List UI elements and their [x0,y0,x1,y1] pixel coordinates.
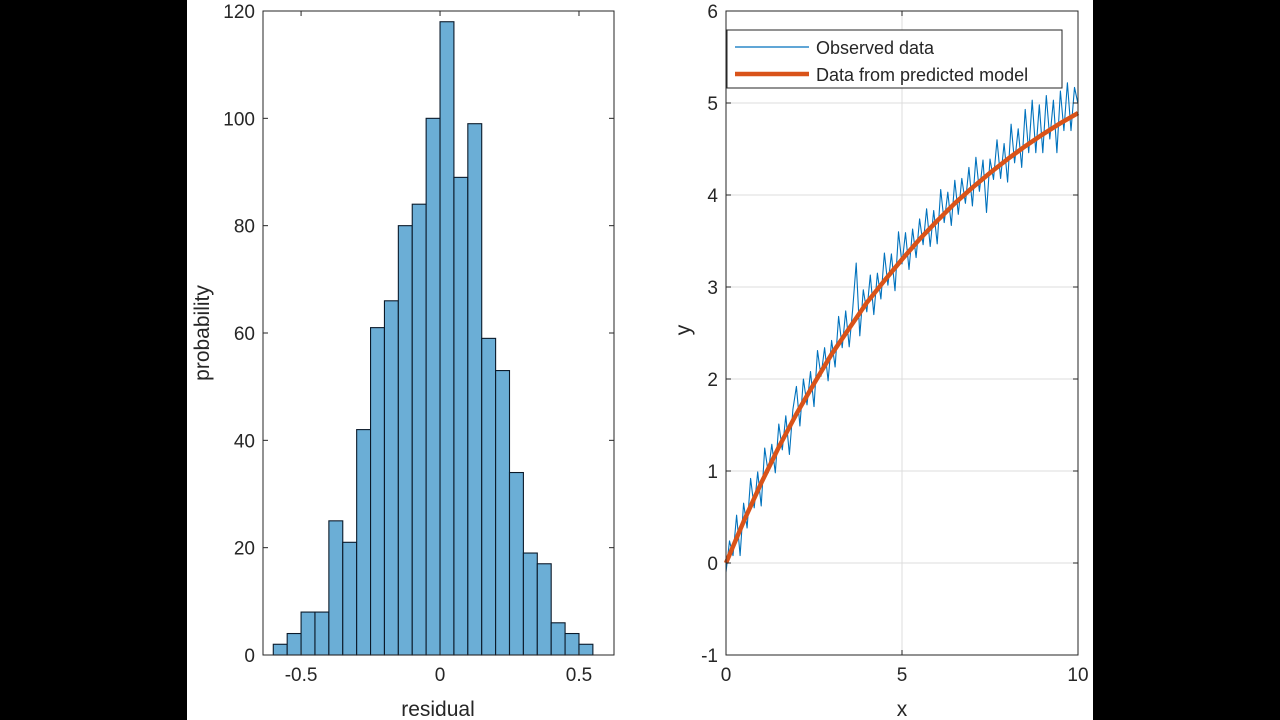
histogram-bar [508,471,524,656]
histogram-bar [356,429,372,656]
fit-ytick-label: 3 [707,278,718,299]
fit-xtick-label: 0 [721,665,732,686]
histogram-ytick-label: 60 [234,324,255,345]
histogram-ytick-label: 100 [223,109,255,130]
fit-ytick-label: 2 [707,370,718,391]
fit-xlabel: x [897,698,908,720]
histogram-bar [453,176,469,656]
histogram-bar [411,203,427,656]
histogram-bar [383,300,399,656]
histogram-xlabel: residual [401,698,475,720]
histogram-bar [578,643,594,656]
fit-ytick-label: -1 [701,646,718,667]
histogram-bar [314,611,330,656]
histogram-ylabel: probability [191,285,214,381]
histogram-bar [370,327,385,656]
histogram-bar [467,123,483,656]
histogram-axes: -0.5 0 0.5 0 20 40 60 80 100 120 residual probabi… [191,2,615,720]
legend-box [726,29,1063,89]
histogram-bars [272,21,594,656]
fit-xtick-label: 10 [1067,665,1088,686]
legend-label-observed: Observed data [816,38,935,58]
histogram-bar [495,370,511,656]
predicted-model-line [723,111,1080,564]
histogram-ytick-label: 20 [234,539,255,560]
histogram-ytick-label: 80 [234,217,255,238]
fit-ytick-label: 0 [707,554,718,575]
histogram-ytick-label: 0 [244,646,255,667]
fit-ytick-label: 4 [707,186,718,207]
histogram-bar [272,643,288,656]
histogram-bar [397,225,413,656]
histogram-bar [536,563,552,656]
legend-label-model: Data from predicted model [816,65,1028,85]
fit-xtick-label: 5 [897,665,908,686]
histogram-xtick-label: -0.5 [285,665,318,686]
legend[interactable]: Observed data Data from predicted model [726,29,1063,89]
histogram-ticks: -0.5 0 0.5 0 20 40 60 80 100 120 [223,2,614,686]
fit-series [723,82,1080,573]
histogram-bar [342,541,358,656]
histogram-bar [564,632,580,656]
histogram-xtick-label: 0.5 [566,665,592,686]
histogram-bar [550,622,566,656]
histogram-bar [425,117,441,656]
histogram-bar [522,552,538,656]
observed-data-line [725,82,1079,573]
histogram-bar [481,337,497,656]
histogram-xtick-label: 0 [435,665,446,686]
histogram-bar [328,520,344,656]
histogram-ytick-label: 120 [223,2,255,23]
histogram-bar [300,611,316,656]
fit-ytick-label: 6 [707,2,718,23]
histogram-bar [286,632,302,656]
histogram-ytick-label: 40 [234,431,255,452]
fit-ylabel: y [672,324,695,335]
fit-ytick-label: 1 [707,462,718,483]
histogram-bar [439,21,455,656]
fit-ytick-label: 5 [707,94,718,115]
